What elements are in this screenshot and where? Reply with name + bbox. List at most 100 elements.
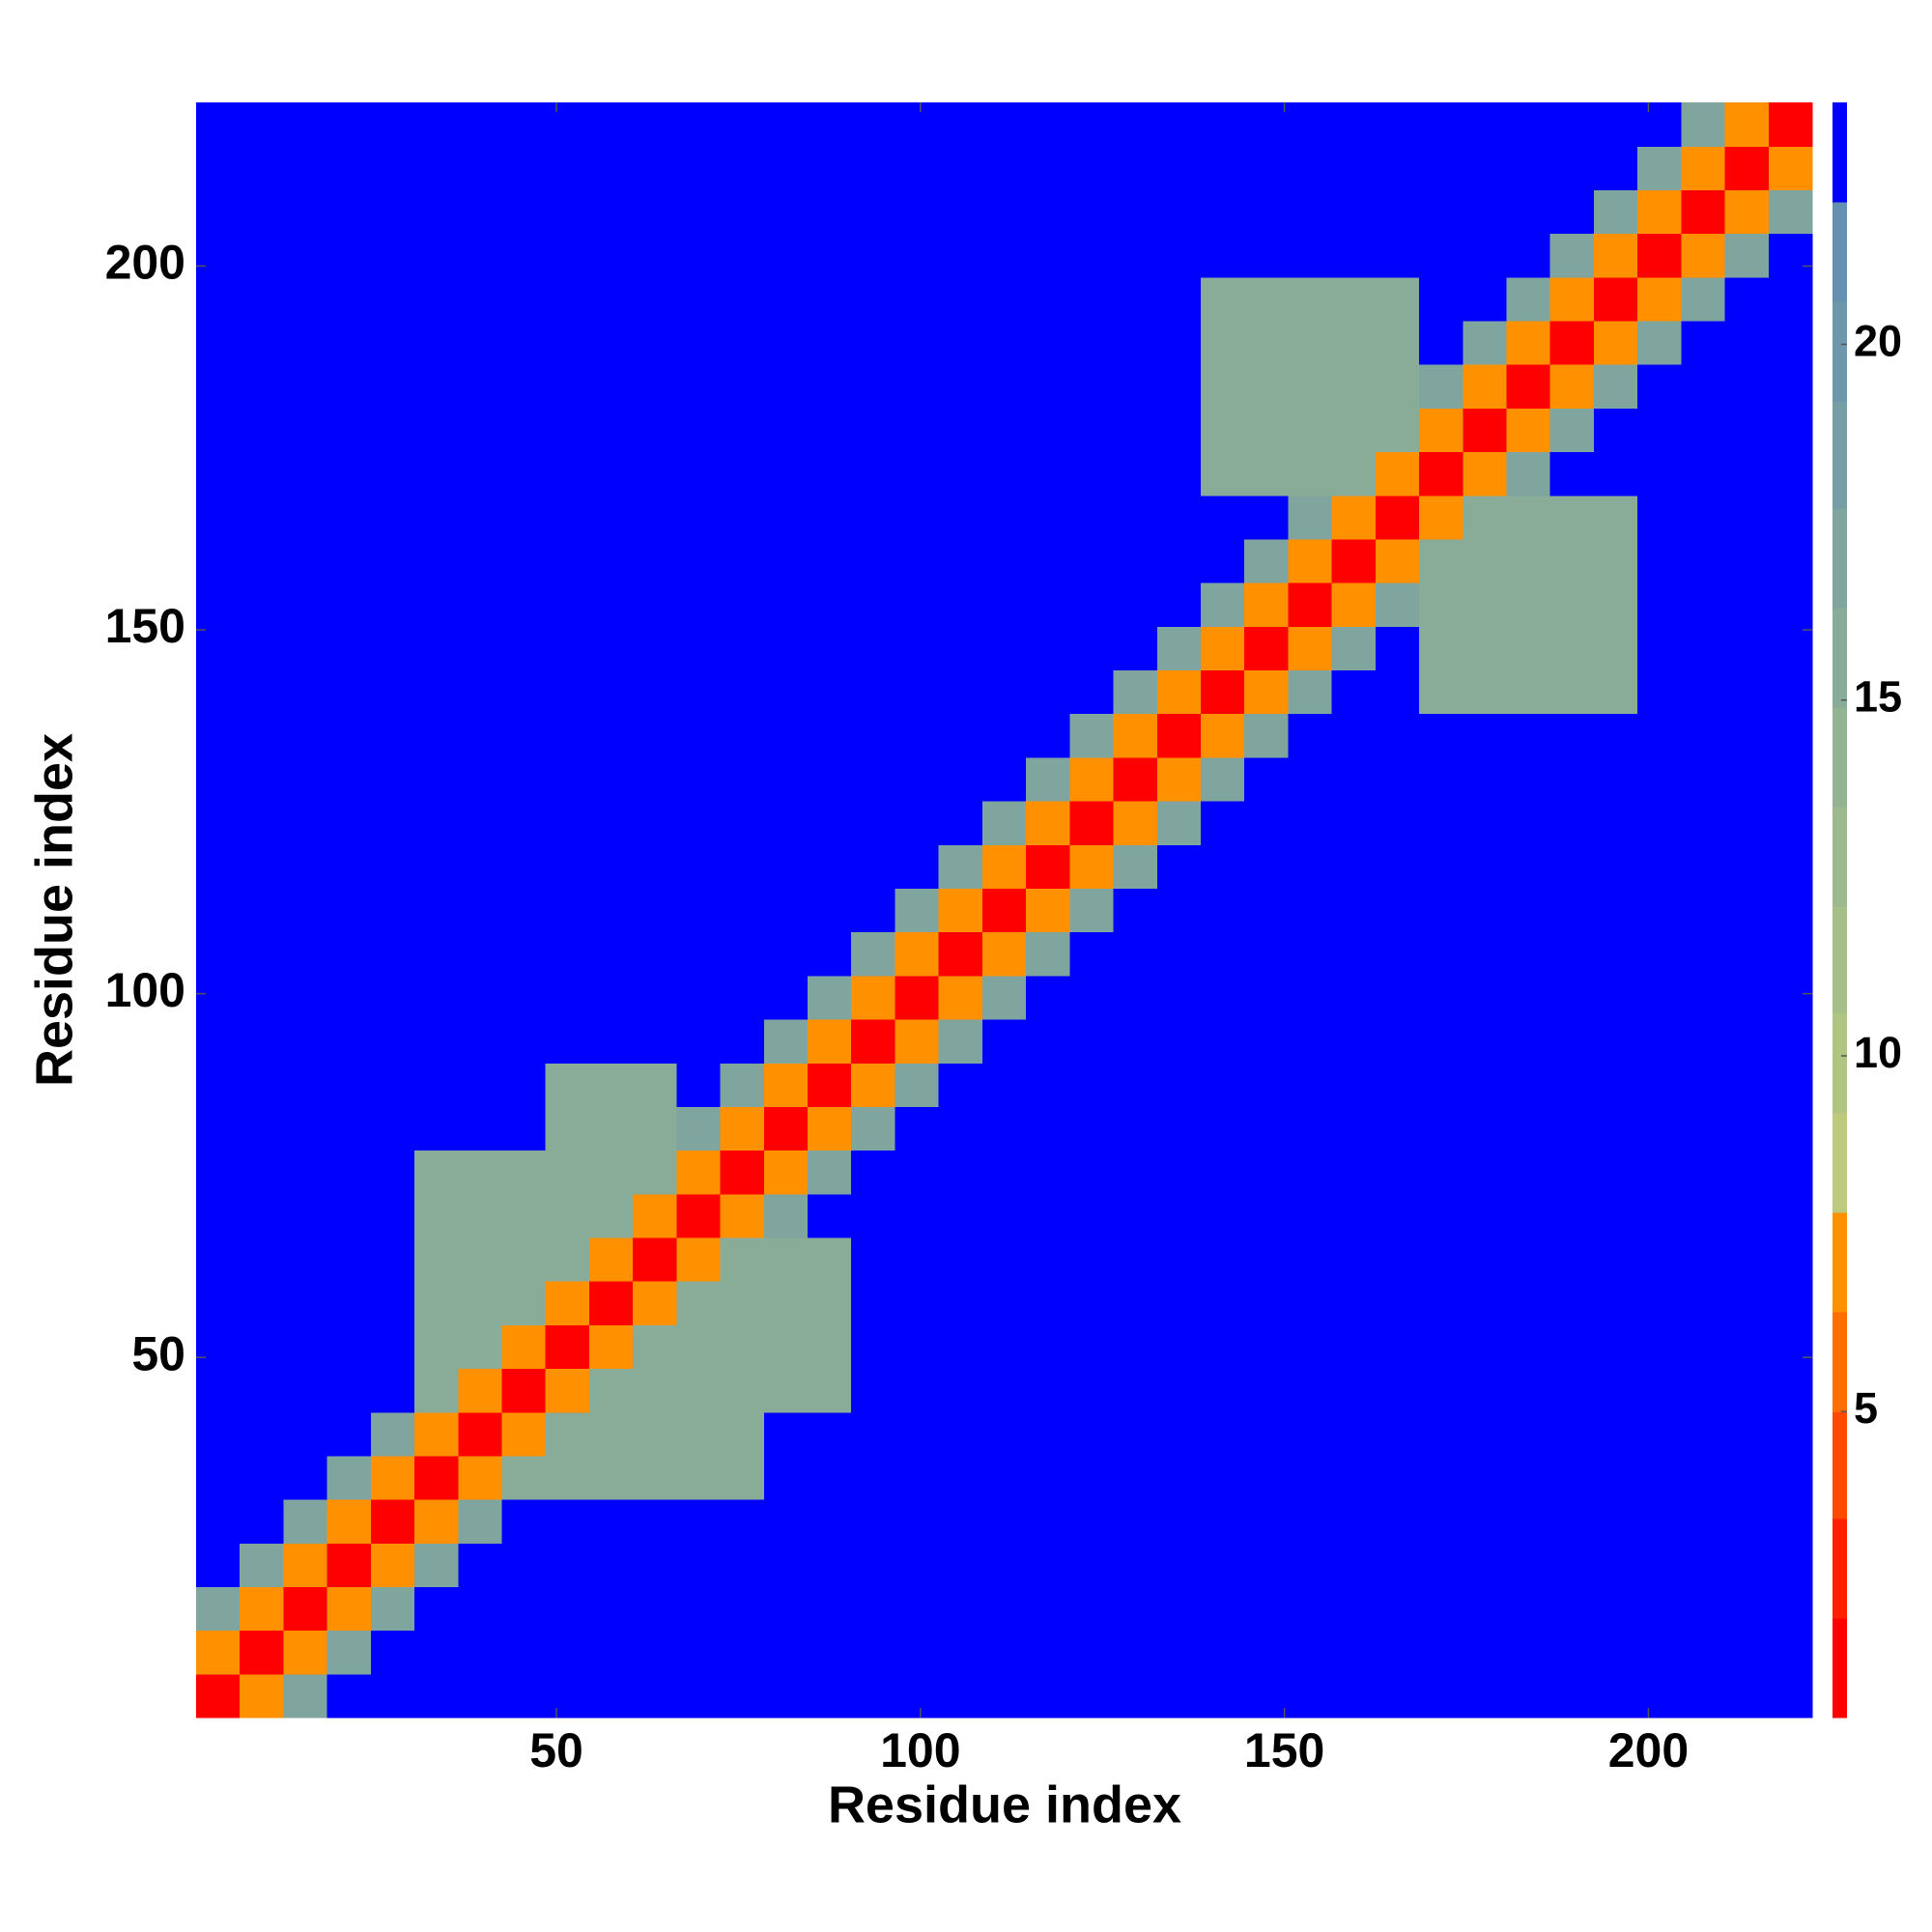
heatmap-cell — [414, 1630, 459, 1675]
heatmap-cell — [720, 1673, 765, 1719]
heatmap-cell — [938, 1411, 983, 1457]
heatmap-cell — [1768, 582, 1813, 627]
heatmap-cell — [545, 1499, 590, 1544]
heatmap-cell — [938, 189, 983, 235]
heatmap-cell — [1113, 975, 1158, 1020]
heatmap-cell — [501, 1236, 547, 1282]
heatmap-cell — [720, 276, 765, 322]
heatmap-cell — [327, 538, 372, 583]
heatmap-cell — [1331, 1150, 1377, 1195]
heatmap-cell — [1244, 276, 1290, 322]
heatmap-cell — [1593, 888, 1638, 933]
heatmap-cell — [720, 1018, 765, 1064]
heatmap-cell — [283, 1499, 328, 1544]
heatmap-cell — [196, 364, 241, 409]
heatmap-cell — [1113, 276, 1158, 322]
heatmap-cell — [1156, 189, 1202, 235]
heatmap-cell — [196, 582, 241, 627]
heatmap-cell — [414, 713, 459, 758]
heatmap-cell — [763, 626, 809, 671]
heatmap-cell — [1637, 1455, 1682, 1500]
heatmap-cell — [763, 495, 809, 540]
heatmap-cell — [1549, 1018, 1595, 1064]
heatmap-cell — [1156, 669, 1202, 715]
heatmap-cell — [1244, 451, 1290, 497]
heatmap-cell — [1506, 756, 1551, 802]
heatmap-cell — [414, 1018, 459, 1064]
heatmap-cell — [676, 1324, 722, 1370]
heatmap-cell — [1419, 888, 1463, 933]
heatmap-cell — [1768, 713, 1813, 758]
heatmap-cell — [1288, 276, 1333, 322]
heatmap-cell — [1768, 451, 1813, 497]
heatmap-cell — [1419, 1586, 1463, 1632]
heatmap-cell — [1681, 1455, 1726, 1500]
heatmap-cell — [676, 1586, 722, 1632]
heatmap-cell — [720, 1236, 765, 1282]
heatmap-cell — [414, 1281, 459, 1325]
heatmap-cell — [1331, 146, 1377, 190]
heatmap-cell — [1506, 189, 1551, 235]
heatmap-cell — [851, 626, 896, 671]
heatmap-cell — [763, 320, 809, 365]
heatmap-cell — [501, 276, 547, 322]
heatmap-cell — [1506, 1193, 1551, 1238]
heatmap-cell — [763, 102, 809, 147]
heatmap-cell — [676, 1455, 722, 1500]
heatmap-cell — [240, 582, 285, 627]
heatmap-cell — [633, 801, 677, 845]
heatmap-cell — [1069, 538, 1115, 583]
heatmap-cell — [1463, 451, 1508, 497]
heatmap-cell — [1200, 844, 1245, 890]
heatmap-cell — [414, 975, 459, 1020]
heatmap-cell — [370, 364, 415, 409]
heatmap-cell — [458, 1236, 503, 1282]
heatmap-cell — [1331, 1499, 1377, 1544]
heatmap-cell — [676, 582, 722, 627]
heatmap-cell — [676, 888, 722, 933]
heatmap-cell — [1331, 669, 1377, 715]
heatmap-cell — [283, 713, 328, 758]
heatmap-cell — [938, 538, 983, 583]
heatmap-cell — [1637, 495, 1682, 540]
heatmap-cell — [1113, 364, 1158, 409]
heatmap-cell — [1200, 669, 1245, 715]
heatmap-cell — [1200, 626, 1245, 671]
heatmap-cell — [895, 1499, 940, 1544]
heatmap-cell — [895, 1018, 940, 1064]
heatmap-cell — [1506, 626, 1551, 671]
heatmap-cell — [196, 1150, 241, 1195]
heatmap-cell — [981, 1106, 1027, 1151]
heatmap-cell — [1331, 1411, 1377, 1457]
heatmap-cell — [196, 189, 241, 235]
colorbar-segment — [1833, 401, 1847, 509]
heatmap-cell — [1288, 669, 1333, 715]
heatmap-cell — [1331, 276, 1377, 322]
heatmap-cell — [327, 451, 372, 497]
heatmap-cell — [1288, 408, 1333, 453]
heatmap-cell — [981, 408, 1027, 453]
heatmap-cell — [1288, 1324, 1333, 1370]
heatmap-cell — [1288, 1193, 1333, 1238]
heatmap-cell — [981, 888, 1027, 933]
heatmap-cell — [1506, 1018, 1551, 1064]
heatmap-cell — [588, 408, 634, 453]
heatmap-cell — [938, 626, 983, 671]
heatmap-cell — [414, 189, 459, 235]
heatmap-cell — [1244, 931, 1290, 977]
heatmap-cell — [588, 102, 634, 147]
heatmap-cell — [196, 408, 241, 453]
heatmap-cell — [1419, 538, 1463, 583]
heatmap-cell — [1506, 1281, 1551, 1325]
heatmap-cell — [808, 146, 852, 190]
heatmap-cell — [1463, 1455, 1508, 1500]
heatmap-cell — [1069, 801, 1115, 845]
heatmap-cell — [1026, 756, 1070, 802]
heatmap-cell — [1026, 801, 1070, 845]
heatmap-cell — [1419, 801, 1463, 845]
heatmap-cell — [1463, 1193, 1508, 1238]
heatmap-cell — [1549, 801, 1595, 845]
y-tick-label: 50 — [131, 1326, 185, 1380]
heatmap-cell — [370, 1543, 415, 1588]
